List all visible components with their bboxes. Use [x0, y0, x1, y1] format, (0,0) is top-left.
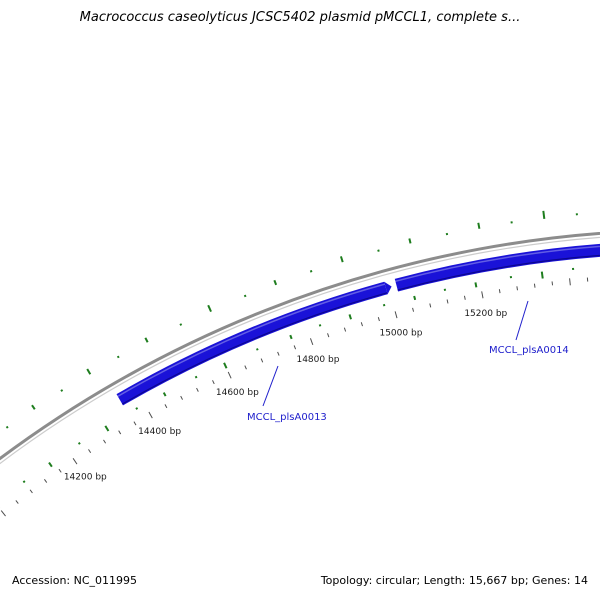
feature-mark-inner[interactable]: [540, 271, 544, 279]
ruler-minor-tick: [516, 286, 518, 291]
feature-mark-outer[interactable]: [207, 304, 212, 313]
ruler-minor-tick: [498, 289, 501, 294]
feature-mark-outer[interactable]: [408, 238, 412, 244]
gene-label-MCCL_plsA0014[interactable]: MCCL_plsA0014: [489, 345, 569, 356]
status-bar: Accession: NC_011995 Topology: circular;…: [0, 574, 600, 587]
ruler-major-tick: [227, 371, 232, 379]
ruler-minor-tick: [446, 299, 449, 304]
ruler-minor-tick: [103, 439, 107, 444]
feature-mark-inner[interactable]: [413, 295, 417, 301]
ruler-tick-label: 14600 bp: [216, 388, 259, 398]
ruler-major-tick: [394, 311, 398, 319]
ruler-major-tick: [148, 411, 153, 419]
feature-mark-inner[interactable]: [104, 425, 110, 432]
ruler-major-tick: [0, 510, 6, 517]
feature-mark-outer[interactable]: [60, 389, 64, 392]
ruler-major-tick: [309, 338, 314, 346]
feature-mark-inner[interactable]: [22, 480, 26, 484]
ruler-minor-tick: [212, 380, 215, 385]
feature-mark-inner[interactable]: [256, 348, 259, 351]
feature-mark-outer[interactable]: [273, 279, 278, 286]
ruler-minor-tick: [164, 404, 168, 409]
feature-mark-inner[interactable]: [318, 324, 322, 327]
ruler-minor-tick: [293, 345, 297, 350]
gene-arc-shadow: [397, 254, 600, 291]
status-accession: Accession: NC_011995: [12, 574, 138, 587]
gene-leader-line: [262, 365, 279, 407]
ruler-major-tick: [481, 291, 484, 299]
ruler-minor-tick: [180, 395, 183, 400]
ruler-minor-tick: [88, 449, 92, 454]
ruler-tick-label: 14400 bp: [138, 427, 181, 437]
feature-mark-outer[interactable]: [179, 323, 183, 326]
ruler-minor-tick: [260, 358, 264, 363]
ruler-minor-tick: [58, 468, 62, 473]
ruler-major-tick: [569, 278, 571, 286]
gene-leader-line: [515, 300, 529, 341]
ruler-major-tick: [72, 458, 78, 465]
feature-mark-inner[interactable]: [77, 442, 81, 445]
ruler-minor-tick: [533, 283, 536, 288]
gene-arrowhead: [384, 281, 392, 295]
ruler-minor-tick: [463, 295, 466, 300]
gene-arc-MCCL_plsA0013[interactable]: [116, 281, 388, 406]
feature-mark-inner[interactable]: [194, 375, 198, 379]
ruler-tick-label: 14200 bp: [64, 473, 107, 483]
ruler-minor-tick: [29, 489, 33, 494]
ruler-minor-tick: [412, 307, 415, 312]
feature-mark-outer[interactable]: [116, 355, 120, 359]
feature-mark-outer[interactable]: [5, 425, 9, 429]
ruler-tick-label: 15000 bp: [379, 329, 422, 339]
ruler-minor-tick: [15, 500, 19, 504]
feature-mark-outer[interactable]: [542, 210, 546, 219]
feature-mark-inner[interactable]: [382, 303, 386, 307]
ruler-minor-tick: [133, 421, 137, 426]
gene-arc-shadow: [121, 292, 388, 405]
feature-mark-outer[interactable]: [309, 270, 313, 273]
feature-mark-outer[interactable]: [477, 222, 481, 229]
gene-arc-highlight: [117, 283, 386, 397]
ruler-minor-tick: [429, 303, 432, 308]
ruler-minor-tick: [327, 333, 330, 338]
ruler-minor-tick: [44, 479, 48, 483]
gene-arc-MCCL_plsA0014[interactable]: [394, 243, 600, 292]
feature-mark-inner[interactable]: [289, 334, 293, 340]
ruler-minor-tick: [343, 327, 347, 332]
feature-mark-outer[interactable]: [144, 337, 149, 343]
gene-label-MCCL_plsA0013[interactable]: MCCL_plsA0013: [247, 412, 327, 423]
feature-mark-outer[interactable]: [339, 256, 344, 263]
ruler-minor-tick: [277, 351, 280, 356]
feature-mark-inner[interactable]: [48, 462, 53, 468]
sequence-title: Macrococcus caseolyticus JCSC5402 plasmi…: [79, 10, 521, 25]
feature-mark-outer[interactable]: [243, 294, 247, 298]
ruler-minor-tick: [377, 317, 380, 322]
feature-mark-outer[interactable]: [86, 368, 92, 375]
ruler-tick-label: 14800 bp: [296, 355, 339, 365]
feature-mark-inner[interactable]: [348, 314, 352, 320]
feature-mark-outer[interactable]: [31, 404, 36, 410]
feature-mark-inner[interactable]: [223, 362, 228, 369]
feature-mark-outer[interactable]: [377, 249, 380, 252]
ruler-minor-tick: [196, 387, 199, 392]
feature-mark-inner[interactable]: [135, 407, 139, 410]
ruler-minor-tick: [244, 365, 247, 370]
feature-mark-inner[interactable]: [162, 392, 167, 397]
feature-mark-inner[interactable]: [474, 282, 478, 288]
ruler-minor-tick: [360, 322, 363, 327]
status-summary: Topology: circular; Length: 15,667 bp; G…: [320, 574, 588, 587]
ruler-tick-label: 15200 bp: [464, 309, 507, 319]
ruler-minor-tick: [118, 430, 122, 435]
gene-arc-highlight: [395, 245, 600, 283]
